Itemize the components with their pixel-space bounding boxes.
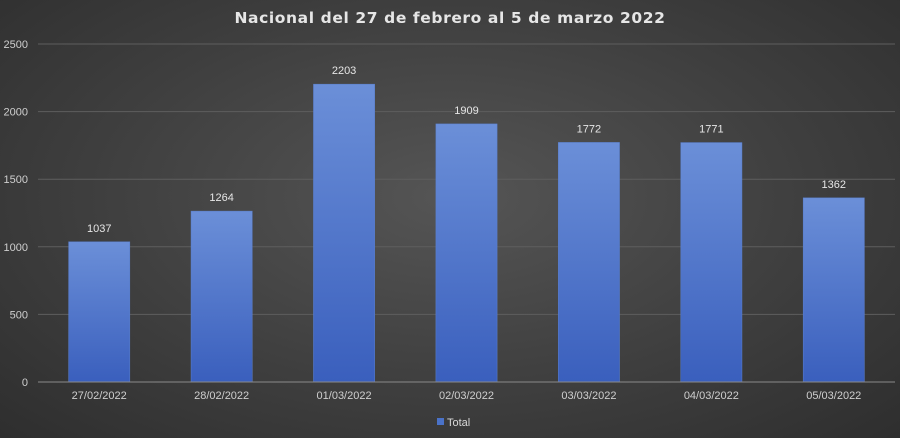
bar [558,142,620,383]
bar [435,123,498,383]
bar [680,142,743,383]
bar [190,210,253,383]
y-tick-label: 2000 [4,107,28,119]
data-label: 1909 [454,105,478,117]
y-tick-label: 2500 [4,39,28,51]
bar [802,197,865,383]
y-tick-label: 1000 [4,242,28,254]
x-tick-label: 01/03/2022 [317,390,372,402]
y-tick-label: 0 [22,377,28,389]
data-label: 1772 [577,123,601,135]
x-tick-label: 28/02/2022 [194,390,249,402]
chart-title: Nacional del 27 de febrero al 5 de marzo… [234,9,665,27]
x-tick-label: 05/03/2022 [806,390,861,402]
y-tick-label: 1500 [4,174,28,186]
data-label: 1771 [699,124,723,136]
x-tick-label: 04/03/2022 [684,390,739,402]
bar [313,83,375,383]
x-axis: 27/02/2022 28/02/2022 01/03/2022 02/03/2022… [38,381,895,402]
x-tick-label: 03/03/2022 [561,390,616,402]
legend: Total [437,417,470,429]
bars [68,83,865,383]
data-label: 2203 [332,65,356,77]
data-label: 1362 [822,179,846,191]
data-label: 1037 [87,223,111,235]
x-tick-label: 27/02/2022 [72,390,127,402]
y-tick-label: 500 [10,309,28,321]
data-label: 1264 [209,192,233,204]
data-labels: 1037 1264 2203 1909 1772 1771 1362 [87,65,846,235]
legend-label: Total [447,417,470,429]
x-tick-label: 02/03/2022 [439,390,494,402]
bar [68,241,131,383]
legend-swatch [437,418,444,425]
